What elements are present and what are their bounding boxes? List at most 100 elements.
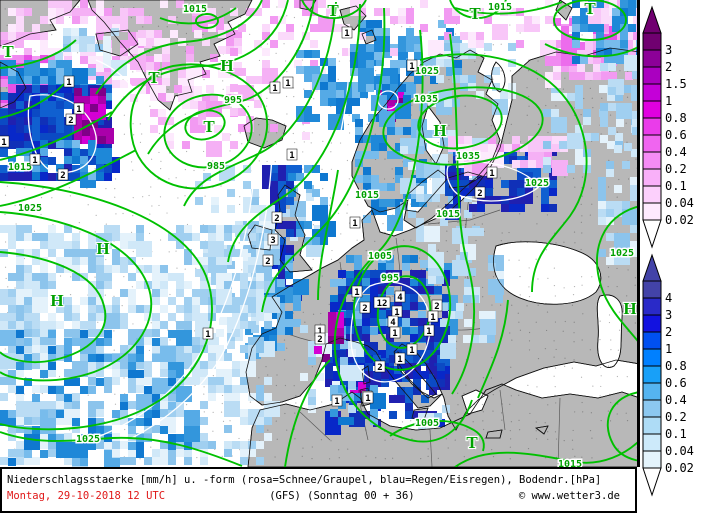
svg-text:2: 2	[477, 189, 482, 199]
svg-text:1025: 1025	[18, 203, 42, 214]
legend-column: 3 2 1.5 1 0.8 0.6 0.4 0.2 0.1 0.04 0.02 4 3 2 1 0.8 0.6…	[640, 0, 704, 513]
svg-text:1: 1	[397, 355, 402, 365]
svg-text:0.6: 0.6	[665, 376, 687, 390]
svg-text:1: 1	[289, 151, 294, 161]
svg-text:1015: 1015	[355, 190, 379, 201]
svg-text:1: 1	[76, 105, 81, 115]
svg-text:3: 3	[665, 43, 672, 57]
svg-text:1: 1	[334, 397, 339, 407]
snow-color-scale: 3 2 1.5 1 0.8 0.6 0.4 0.2 0.1 0.04 0.02	[642, 5, 694, 249]
svg-text:H: H	[433, 121, 446, 140]
isobar-labels: 1015 1015 1025 1035 1035 1025 1025 1015 1015 1005…	[6, 1, 635, 472]
svg-text:1: 1	[317, 327, 322, 337]
svg-text:3: 3	[665, 308, 672, 322]
svg-text:0.4: 0.4	[665, 393, 687, 407]
svg-text:1: 1	[430, 313, 435, 323]
pressure-centers: T T T H T T T H H H H T	[1, 0, 637, 453]
svg-text:1: 1	[1, 138, 6, 148]
svg-text:T: T	[203, 117, 215, 136]
svg-text:0.2: 0.2	[665, 162, 687, 176]
svg-text:995: 995	[381, 273, 399, 284]
svg-text:1025: 1025	[610, 248, 634, 259]
svg-text:1: 1	[352, 219, 357, 229]
map-frame-right	[637, 0, 640, 467]
svg-text:0.04: 0.04	[665, 444, 694, 458]
svg-text:4: 4	[665, 291, 672, 305]
svg-text:1: 1	[272, 84, 277, 94]
svg-text:1025: 1025	[76, 434, 100, 445]
svg-text:2: 2	[317, 335, 322, 345]
svg-text:1: 1	[409, 346, 414, 356]
svg-text:1015: 1015	[436, 209, 460, 220]
svg-text:1.5: 1.5	[665, 77, 687, 91]
svg-text:T: T	[466, 433, 478, 452]
svg-text:1: 1	[32, 156, 37, 166]
caption-title: Niederschlagsstaerke [mm/h] u. -form (ro…	[7, 474, 602, 486]
svg-text:0.04: 0.04	[665, 196, 694, 210]
precipitation-cells	[0, 0, 649, 474]
svg-text:0.02: 0.02	[665, 461, 694, 475]
caption-bar: Niederschlagsstaerke [mm/h] u. -form (ro…	[0, 467, 637, 513]
svg-text:1: 1	[409, 62, 414, 72]
svg-text:1: 1	[665, 342, 672, 356]
precipitation-contours	[27, 29, 541, 439]
svg-text:T: T	[584, 0, 596, 18]
svg-text:2: 2	[274, 214, 279, 224]
map-canvas: 1015 1015 1025 1035 1035 1025 1025 1015 1015 1005…	[0, 0, 649, 474]
svg-text:1015: 1015	[8, 162, 32, 173]
svg-text:T: T	[148, 68, 160, 87]
svg-text:985: 985	[207, 161, 225, 172]
svg-text:0.4: 0.4	[665, 145, 687, 159]
svg-text:1: 1	[344, 29, 349, 39]
svg-text:1: 1	[66, 78, 71, 88]
svg-text:2: 2	[265, 257, 270, 267]
svg-text:1: 1	[665, 94, 672, 108]
svg-text:0.02: 0.02	[665, 213, 694, 227]
coastline-overlay	[0, 0, 641, 468]
svg-text:1: 1	[365, 394, 370, 404]
caption-date: Montag, 29-10-2018 12 UTC	[7, 490, 166, 503]
svg-text:1035: 1035	[456, 151, 480, 162]
svg-text:1: 1	[285, 79, 290, 89]
svg-text:12: 12	[377, 299, 388, 309]
svg-text:T: T	[469, 4, 481, 23]
svg-text:2: 2	[377, 363, 382, 373]
svg-text:0.1: 0.1	[665, 179, 687, 193]
weather-map: 1015 1015 1025 1035 1035 1025 1025 1015 1015 1005…	[0, 0, 649, 474]
svg-text:H: H	[96, 239, 109, 258]
svg-text:3: 3	[270, 236, 275, 246]
caption-model-run: (GFS) (Sonntag 00 + 36)	[269, 490, 415, 503]
svg-text:0.8: 0.8	[665, 111, 687, 125]
svg-text:1: 1	[354, 288, 359, 298]
svg-text:1035: 1035	[414, 94, 438, 105]
svg-text:T: T	[327, 1, 339, 20]
svg-text:H: H	[220, 56, 233, 75]
rain-color-scale: 4 3 2 1 0.8 0.6 0.4 0.2 0.1 0.04 0.02	[642, 253, 694, 497]
svg-text:1: 1	[426, 327, 431, 337]
svg-text:1: 1	[394, 308, 399, 318]
svg-text:2: 2	[362, 304, 367, 314]
svg-text:H: H	[50, 291, 63, 310]
svg-text:T: T	[2, 42, 14, 61]
svg-text:4: 4	[397, 293, 403, 303]
svg-text:0.8: 0.8	[665, 359, 687, 373]
svg-text:H: H	[623, 299, 636, 318]
svg-text:1025: 1025	[415, 66, 439, 77]
svg-text:1015: 1015	[183, 4, 207, 15]
svg-text:0.6: 0.6	[665, 128, 687, 142]
svg-text:0.2: 0.2	[665, 410, 687, 424]
svg-text:1025: 1025	[525, 178, 549, 189]
precip-value-labels: 1121121111123211212414121111211211121	[0, 26, 498, 407]
svg-text:1015: 1015	[558, 459, 582, 467]
caption-copyright: © www.wetter3.de	[518, 490, 620, 503]
svg-text:1005: 1005	[415, 418, 439, 429]
svg-text:2: 2	[665, 60, 672, 74]
svg-text:0.1: 0.1	[665, 427, 687, 441]
svg-text:2: 2	[434, 302, 439, 312]
svg-text:2: 2	[665, 325, 672, 339]
svg-text:1: 1	[392, 329, 397, 339]
svg-text:1005: 1005	[368, 251, 392, 262]
svg-text:4: 4	[390, 318, 396, 328]
svg-text:2: 2	[60, 171, 65, 181]
